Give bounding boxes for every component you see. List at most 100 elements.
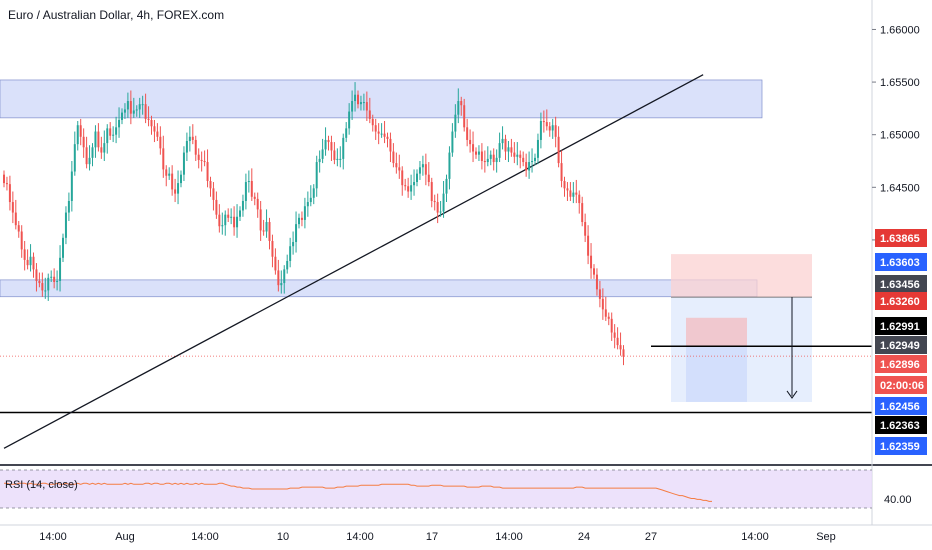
candle-body	[392, 151, 395, 164]
candle-body	[268, 222, 271, 241]
candle-body	[250, 180, 253, 197]
candle-body	[180, 174, 182, 184]
candle-body	[622, 349, 625, 357]
candle-body	[14, 212, 17, 226]
x-tick-label: Aug	[115, 531, 135, 543]
candle-body	[292, 242, 295, 247]
x-tick-label: 14:00	[39, 531, 67, 543]
candle-body	[587, 235, 590, 256]
candle-body	[224, 214, 227, 226]
price-tag	[875, 275, 927, 293]
candle-body	[26, 259, 29, 266]
candle-body	[277, 270, 280, 286]
y-tick-label: 1.65000	[880, 130, 920, 142]
candle-body	[507, 147, 510, 152]
x-tick-label: 14:00	[191, 531, 219, 543]
candle-body	[551, 125, 554, 131]
candle-body	[315, 162, 318, 189]
candle-body	[584, 222, 587, 236]
candle-body	[383, 133, 386, 137]
candle-body	[206, 162, 209, 181]
candle-body	[404, 185, 407, 187]
candle-body	[221, 225, 224, 227]
candle-body	[613, 332, 616, 338]
candle-body	[247, 180, 250, 183]
candle-body	[79, 125, 82, 137]
candle-body	[477, 151, 480, 155]
candle-body	[197, 154, 200, 160]
candle-body	[185, 141, 188, 153]
x-tick-label: 14:00	[346, 531, 374, 543]
candle-body	[604, 309, 607, 317]
candle-body	[418, 167, 421, 174]
price-tag-label: 1.62991	[880, 321, 920, 333]
x-tick-label: 17	[426, 531, 438, 543]
candle-body	[82, 136, 85, 148]
candle-body	[480, 151, 483, 161]
price-tag-label: 1.63456	[880, 279, 920, 291]
candle-body	[607, 316, 610, 319]
candle-body	[413, 182, 416, 186]
candle-body	[47, 277, 50, 291]
candle-body	[545, 122, 548, 127]
candle-body	[265, 222, 268, 232]
candle-body	[395, 163, 398, 168]
candle-body	[73, 144, 76, 172]
candle-body	[159, 136, 162, 149]
price-tag-label: 1.62363	[880, 420, 920, 432]
candle-body	[536, 139, 539, 158]
candle-body	[457, 101, 460, 115]
candle-body	[32, 256, 35, 270]
price-tag	[875, 376, 927, 394]
price-tag-label: 02:00:06	[880, 380, 924, 392]
candle-body	[398, 167, 401, 171]
price-tag-label: 1.62456	[880, 401, 920, 413]
candle-body	[191, 136, 194, 140]
candle-body	[188, 136, 191, 142]
y-tick-label: 1.64500	[880, 182, 920, 194]
candle-body	[20, 231, 23, 250]
x-tick-label: 10	[277, 531, 289, 543]
support-zone	[0, 279, 758, 298]
candle-body	[203, 160, 206, 163]
candle-body	[300, 217, 303, 220]
candle-body	[118, 119, 121, 128]
candle-body	[498, 143, 501, 158]
candle-body	[357, 94, 359, 105]
rsi-level-label: 40.00	[884, 494, 912, 506]
candle-body	[283, 269, 286, 284]
candle-body	[53, 276, 56, 283]
candle-body	[522, 157, 525, 163]
candle-body	[345, 128, 348, 138]
candle-body	[578, 194, 581, 204]
rsi-line	[4, 482, 712, 502]
candle-body	[501, 138, 504, 144]
candle-body	[348, 111, 351, 129]
candle-body	[123, 109, 126, 113]
candle-body	[103, 143, 106, 153]
candle-body	[209, 180, 212, 189]
candle-body	[106, 128, 109, 144]
candle-body	[91, 147, 94, 158]
candle-body	[324, 139, 327, 150]
candle-body	[59, 257, 62, 281]
candle-body	[218, 214, 221, 227]
candle-body	[374, 125, 377, 132]
price-tag-label: 1.63260	[880, 296, 920, 308]
candle-body	[436, 202, 439, 213]
candle-body	[560, 163, 563, 181]
price-tag	[875, 397, 927, 415]
candle-body	[280, 283, 283, 286]
candle-body	[177, 183, 180, 194]
candle-body	[616, 337, 619, 346]
candle-body	[126, 101, 129, 110]
candle-body	[85, 147, 88, 165]
candle-body	[448, 152, 451, 179]
candle-body	[368, 110, 371, 119]
candle-body	[424, 164, 427, 175]
candle-body	[513, 152, 516, 157]
candle-body	[215, 199, 218, 215]
target-arrow-head	[786, 390, 798, 399]
candle-body	[354, 94, 357, 102]
